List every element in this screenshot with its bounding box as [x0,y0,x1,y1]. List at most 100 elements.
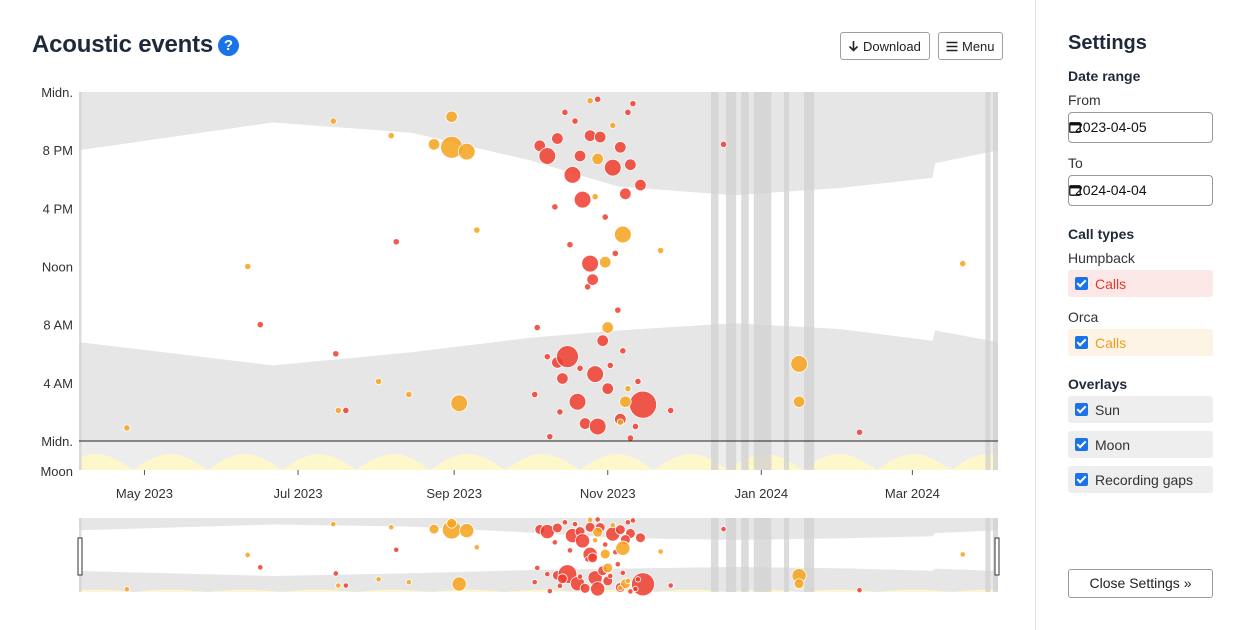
overview-humpback-event-dot [544,570,551,578]
y-tick-label: 8 PM [43,143,73,158]
overview-recording-gap [753,518,772,592]
overlay-moon-toggle[interactable]: Moon [1068,431,1213,458]
overview-orca-event-dot [388,524,395,531]
call-types-heading: Call types [1068,226,1135,242]
main-humpback-event-dot [563,166,582,184]
overview-orca-event-dot [330,521,337,528]
checkbox-checked-icon[interactable] [1075,336,1088,349]
main-recording-gap [79,92,82,470]
x-tick-label: Nov 2023 [580,486,636,501]
y-tick-label: 4 PM [43,201,73,216]
main-humpback-event-dot [586,365,604,383]
overview-orca-event-dot [602,562,614,574]
orca-label: Orca [1068,309,1099,325]
overview-humpback-event-dot [602,541,609,548]
acoustic-events-chart[interactable]: Midn. 8 PM 4 PM Noon 8 AM 4 AM Midn. Moon May 20… [0,0,1035,630]
overview-humpback-event-dot [332,570,339,577]
to-date-input[interactable]: 2024-04-04 [1068,175,1213,206]
y-tick-label: 4 AM [43,376,73,391]
checkbox-checked-icon[interactable] [1075,277,1088,290]
overview-humpback-event-dot [342,582,350,589]
main-humpback-event-dot [624,108,632,116]
main-humpback-event-dot [719,140,728,148]
main-humpback-event-dot [571,117,579,125]
overview-humpback-event-dot [594,516,601,523]
overview-recording-gap [985,518,991,592]
calendar-icon[interactable] [1069,121,1081,133]
main-orca-event-dot [609,121,617,130]
main-humpback-event-dot [588,417,607,436]
checkbox-checked-icon[interactable] [1075,473,1088,486]
overview-humpback-event-dot [557,573,568,585]
close-settings-button[interactable]: Close Settings » [1068,569,1213,598]
main-orca-event-dot [334,406,342,415]
overview-orca-event-dot [405,579,412,586]
overview-recording-gap [783,518,790,592]
main-orca-event-dot [601,321,614,334]
overview-humpback-event-dot [257,564,264,571]
overview-humpback-event-dot [624,519,632,526]
help-icon[interactable]: ? [218,35,239,56]
to-label: To [1068,155,1083,171]
main-humpback-event-dot [332,350,340,358]
main-orca-event-dot [427,138,441,151]
overview-humpback-event-dot [546,587,553,595]
overview-orca-event-dot [599,548,611,560]
overview-humpback-event-dot [587,552,598,564]
main-humpback-event-dot [631,422,640,431]
main-humpback-event-dot [573,190,592,209]
overview-orca-event-dot [609,521,616,529]
overlay-gaps-toggle[interactable]: Recording gaps [1068,466,1213,493]
overview-humpback-event-dot [556,582,564,589]
download-button[interactable]: Download [840,32,930,60]
overlay-sun-toggle[interactable]: Sun [1068,396,1213,423]
main-recording-gap [726,92,737,470]
overview-humpback-event-dot [607,572,614,580]
main-orca-event-dot [387,132,395,140]
overview-orca-event-dot [451,576,467,592]
overview-humpback-event-dot [627,588,634,595]
main-humpback-event-dot [546,433,554,441]
overview-humpback-event-dot [614,561,621,568]
humpback-calls-toggle[interactable]: Calls [1068,270,1213,297]
from-date-input[interactable]: 2023-04-05 [1068,112,1213,143]
overview-humpback-event-dot [566,547,574,554]
checkbox-checked-icon[interactable] [1075,438,1088,451]
main-recording-gap [992,92,998,470]
to-date-value: 2024-04-04 [1075,182,1147,198]
menu-button[interactable]: Menu [938,32,1003,60]
x-tick-label: May 2023 [116,486,173,501]
main-orca-event-dot [616,418,624,426]
orca-calls-toggle[interactable]: Calls [1068,329,1213,356]
main-recording-gap [753,92,772,470]
main-humpback-event-dot [556,345,579,369]
orca-calls-label: Calls [1095,334,1127,351]
overview-orca-event-dot [617,584,624,592]
overview-recording-gap [726,518,737,592]
overview-humpback-event-dot [634,576,642,583]
x-tick-label: Jan 2024 [735,486,789,501]
x-tick-label: Jul 2023 [273,486,322,501]
overview-orca-event-dot [428,523,440,535]
moon-row-label: Moon [40,464,73,479]
calendar-icon[interactable] [1069,184,1081,196]
brush-handle-right[interactable] [994,537,1000,576]
main-humpback-event-dot [583,283,592,291]
overview-orca-event-dot [657,548,664,555]
x-tick-label: Sep 2023 [426,486,482,501]
settings-title: Settings [1068,32,1147,54]
overview-orca-event-dot [586,516,594,523]
main-humpback-event-dot [629,100,637,108]
main-humpback-event-dot [603,158,622,177]
main-humpback-event-dot [342,406,350,415]
checkbox-checked-icon[interactable] [1075,403,1088,416]
overview-recording-gap [710,518,719,592]
main-humpback-event-dot [586,273,599,286]
main-humpback-event-dot [624,158,637,171]
main-recording-gap [710,92,719,470]
overview-orca-event-dot [244,551,251,559]
overview-orca-event-dot [793,578,805,590]
overview-orca-event-dot [446,517,457,529]
brush-handle-left[interactable] [77,537,83,576]
main-panel [79,92,998,470]
